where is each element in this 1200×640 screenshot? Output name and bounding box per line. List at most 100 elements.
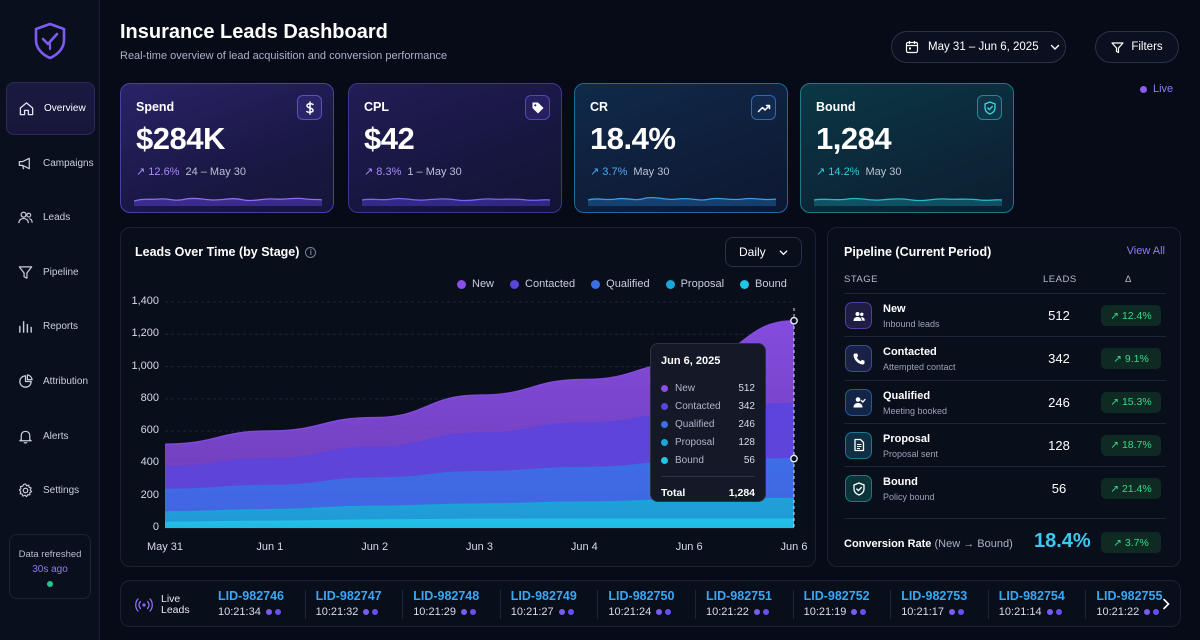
ticker-divider xyxy=(987,590,989,619)
hover-point xyxy=(790,454,798,463)
sidebar: Overview Campaigns Leads Pipeline Report… xyxy=(0,0,100,640)
ticker-lead-item[interactable]: LID-982751 10:21:22 xyxy=(706,589,802,618)
pipeline-row-proposal[interactable]: Proposal Proposal sent 128 ↗ 18.7% xyxy=(844,422,1166,466)
ticker-lead-item[interactable]: LID-982750 10:21:24 xyxy=(608,589,704,618)
ticker-lead-item[interactable]: LID-982749 10:21:27 xyxy=(511,589,607,618)
ticker-lead-item[interactable]: LID-982752 10:21:19 xyxy=(804,589,900,618)
legend-label: Contacted xyxy=(525,278,576,290)
ticker-lead-item[interactable]: LID-982748 10:21:29 xyxy=(413,589,509,618)
pipeline-row-contacted[interactable]: Contacted Attempted contact 342 ↗ 9.1% xyxy=(844,336,1166,379)
legend-item-bound[interactable]: Bound xyxy=(740,278,787,290)
y-tick-label: 400 xyxy=(140,456,159,469)
tooltip-swatch xyxy=(661,420,668,428)
status-dot xyxy=(949,609,956,615)
tooltip-swatch xyxy=(661,438,668,446)
kpi-change: ↗ 3.7% May 30 xyxy=(590,165,772,178)
column-header-delta: Δ xyxy=(1125,274,1132,285)
kpi-card-cpl[interactable]: CPL $42 ↗ 8.3% 1 – May 30 xyxy=(348,83,562,213)
kpi-change: ↗ 14.2% May 30 xyxy=(816,165,998,178)
kpi-card-bound[interactable]: Bound 1,284 ↗ 14.2% May 30 xyxy=(800,83,1014,213)
kpi-compare: 24 – May 30 xyxy=(185,166,247,178)
legend-swatch xyxy=(457,279,466,289)
status-dot xyxy=(656,609,663,615)
kpi-value: 18.4% xyxy=(590,121,676,156)
kpi-change-value: ↗ 3.7% xyxy=(590,166,628,178)
ticker-lead-item[interactable]: LID-982753 10:21:17 xyxy=(901,589,997,618)
date-range-picker[interactable]: May 31 – Jun 6, 2025 xyxy=(891,31,1066,63)
area-series-bound[interactable] xyxy=(165,518,794,528)
sidebar-item-label: Pipeline xyxy=(43,266,79,278)
filters-button[interactable]: Filters xyxy=(1095,31,1179,63)
sidebar-item-reports[interactable]: Reports xyxy=(6,300,95,353)
x-tick-label: May 31 xyxy=(146,541,184,553)
stage-delta-badge: ↗ 18.7% xyxy=(1101,434,1161,456)
tooltip-row-value: 128 xyxy=(738,436,755,448)
dollar-icon xyxy=(297,95,322,120)
legend-item-new[interactable]: New xyxy=(457,278,494,290)
ticker-divider xyxy=(1085,590,1087,619)
pipeline-panel: Pipeline (Current Period) View All STAGE… xyxy=(827,227,1181,567)
pipeline-row-qualified[interactable]: Qualified Meeting booked 246 ↗ 15.3% xyxy=(844,379,1166,423)
kpi-label: CR xyxy=(590,100,609,114)
legend-item-qualified[interactable]: Qualified xyxy=(591,278,650,290)
live-leads-ticker: Live Leads LID-982746 10:21:34 LID-982747 10… xyxy=(120,580,1181,627)
ticker-lead-item[interactable]: LID-982746 10:21:34 xyxy=(218,589,314,618)
info-icon[interactable]: i xyxy=(305,247,317,258)
filter-icon xyxy=(1111,41,1124,53)
x-tick-label: Jun 4 xyxy=(570,541,598,553)
stage-lead-count: 342 xyxy=(1048,351,1070,367)
sidebar-item-label: Campaigns xyxy=(43,157,94,169)
sidebar-item-overview[interactable]: Overview xyxy=(6,82,95,135)
status-dot xyxy=(665,609,672,615)
conversion-rate-label: Conversion Rate (New → Bound) xyxy=(844,538,1013,550)
tooltip-row-label: Contacted xyxy=(675,401,721,413)
legend-item-proposal[interactable]: Proposal xyxy=(665,278,724,290)
tooltip-row-value: 56 xyxy=(743,454,755,466)
user-check-icon xyxy=(845,388,872,416)
sidebar-item-leads[interactable]: Leads xyxy=(6,191,95,244)
lead-time: 10:21:34 xyxy=(218,606,261,618)
sidebar-item-alerts[interactable]: Alerts xyxy=(6,410,95,463)
legend-swatch xyxy=(510,279,520,289)
kpi-card-cr[interactable]: CR 18.4% ↗ 3.7% May 30 xyxy=(574,83,788,213)
granularity-label: Daily xyxy=(739,245,766,259)
ticker-lead-item[interactable]: LID-982754 10:21:14 xyxy=(999,589,1095,618)
chart-title-text: Leads Over Time (by Stage) xyxy=(135,245,300,259)
ticker-lead-item[interactable]: LID-982747 10:21:32 xyxy=(316,589,412,618)
kpi-value: $42 xyxy=(364,121,415,156)
megaphone-icon xyxy=(18,157,30,169)
sidebar-item-attribution[interactable]: Attribution xyxy=(6,355,95,408)
legend-item-contacted[interactable]: Contacted xyxy=(510,278,575,290)
y-tick-label: 0 xyxy=(152,521,159,533)
view-all-link[interactable]: View All xyxy=(1126,245,1165,257)
conversion-rate-delta: ↗ 3.7% xyxy=(1101,532,1161,553)
granularity-select[interactable]: Daily xyxy=(725,237,802,267)
x-tick-label: Jun 1 xyxy=(256,541,284,553)
sidebar-item-settings[interactable]: Settings xyxy=(6,464,95,517)
page-subtitle: Real-time overview of lead acquisition a… xyxy=(120,50,448,62)
ticker-lead-item[interactable]: LID-982755 10:21:22 xyxy=(1096,589,1192,618)
ticker-divider xyxy=(792,590,794,619)
pipeline-row-bound[interactable]: Bound Policy bound 56 ↗ 21.4% xyxy=(844,466,1166,509)
chart-title: Leads Over Time (by Stage) i xyxy=(135,245,317,259)
stage-description: Policy bound xyxy=(883,492,935,503)
column-header-leads: LEADS xyxy=(1043,274,1077,285)
y-tick-label: 1,400 xyxy=(131,295,159,307)
y-tick-label: 1,000 xyxy=(131,359,159,372)
pipeline-row-new[interactable]: New Inbound leads 512 ↗ 12.4% xyxy=(844,293,1166,336)
status-dot xyxy=(762,609,769,615)
ticker-divider xyxy=(304,590,306,619)
users-icon xyxy=(18,211,33,224)
refresh-time: 30s ago xyxy=(32,564,68,575)
chart-legend: New Contacted Qualified Proposal Bound xyxy=(457,278,787,290)
kpi-card-spend[interactable]: Spend $284K ↗ 12.6% 24 – May 30 xyxy=(120,83,334,213)
y-tick-label: 200 xyxy=(140,488,159,501)
shield-logo-icon[interactable] xyxy=(33,22,67,60)
tooltip-row-contacted: Contacted 342 xyxy=(661,398,755,416)
chevron-right-icon[interactable] xyxy=(1160,597,1172,611)
stage-description: Inbound leads xyxy=(883,319,940,329)
sidebar-item-pipeline[interactable]: Pipeline xyxy=(6,246,95,299)
tooltip-total-value: 1,284 xyxy=(728,486,755,499)
sidebar-item-campaigns[interactable]: Campaigns xyxy=(6,137,95,190)
lead-id: LID-982748 xyxy=(413,589,480,603)
